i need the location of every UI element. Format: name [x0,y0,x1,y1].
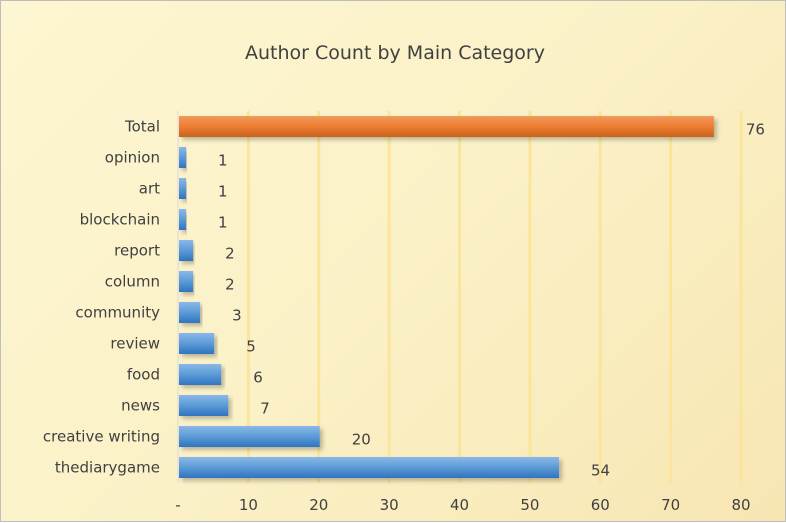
x-tick-label: 80 [731,496,750,514]
category-label: food [127,366,160,384]
category-label: community [75,304,160,322]
bar-column [179,271,194,292]
bar-report [179,240,194,261]
x-tick-label: 30 [380,496,399,514]
category-label: opinion [105,149,160,167]
category-labels: Total opinion art blockchain report column com… [43,118,160,477]
bar-total [179,116,714,137]
bars [179,116,714,478]
value-label: 20 [352,431,371,449]
value-label: 54 [591,462,610,480]
value-label: 3 [232,307,242,325]
category-label: blockchain [80,211,160,229]
value-label: 76 [746,121,765,139]
value-label: 7 [260,400,270,418]
x-tick-label: 40 [450,496,469,514]
x-tick-label: 50 [520,496,539,514]
category-label: column [105,273,160,291]
value-label: 2 [225,245,235,263]
category-label: art [139,180,160,198]
bar-thediarygame [179,457,560,478]
category-label: thediarygame [55,459,160,477]
x-tick-label: 60 [591,496,610,514]
value-label: 1 [218,152,228,170]
x-tick-label: 10 [239,496,258,514]
value-label: 5 [246,338,256,356]
bar-blockchain [179,209,187,230]
category-label: news [121,397,160,415]
bar-review [179,333,215,354]
value-label: 6 [253,369,263,387]
category-label: Total [124,118,160,136]
bar-news [179,395,229,416]
category-label: creative writing [43,428,160,446]
bar-opinion [179,147,187,168]
chart-title: Author Count by Main Category [245,42,545,64]
bar-art [179,178,187,199]
value-label: 1 [218,183,228,201]
x-tick-label: 20 [309,496,328,514]
x-tick-label: 70 [661,496,680,514]
bar-creative-writing [179,426,320,447]
category-label: review [110,335,160,353]
value-label: 1 [218,214,228,232]
value-labels: 76 1 1 1 2 2 35 6 7 20 54 [218,121,765,480]
bar-food [179,364,222,385]
x-tick-label: - [175,496,180,514]
category-label: report [114,242,160,260]
gridlines [246,111,743,483]
x-axis-ticks: - 10 20 30 40 50 60 70 80 [175,496,750,514]
bar-community [179,302,201,323]
value-label: 2 [225,276,235,294]
